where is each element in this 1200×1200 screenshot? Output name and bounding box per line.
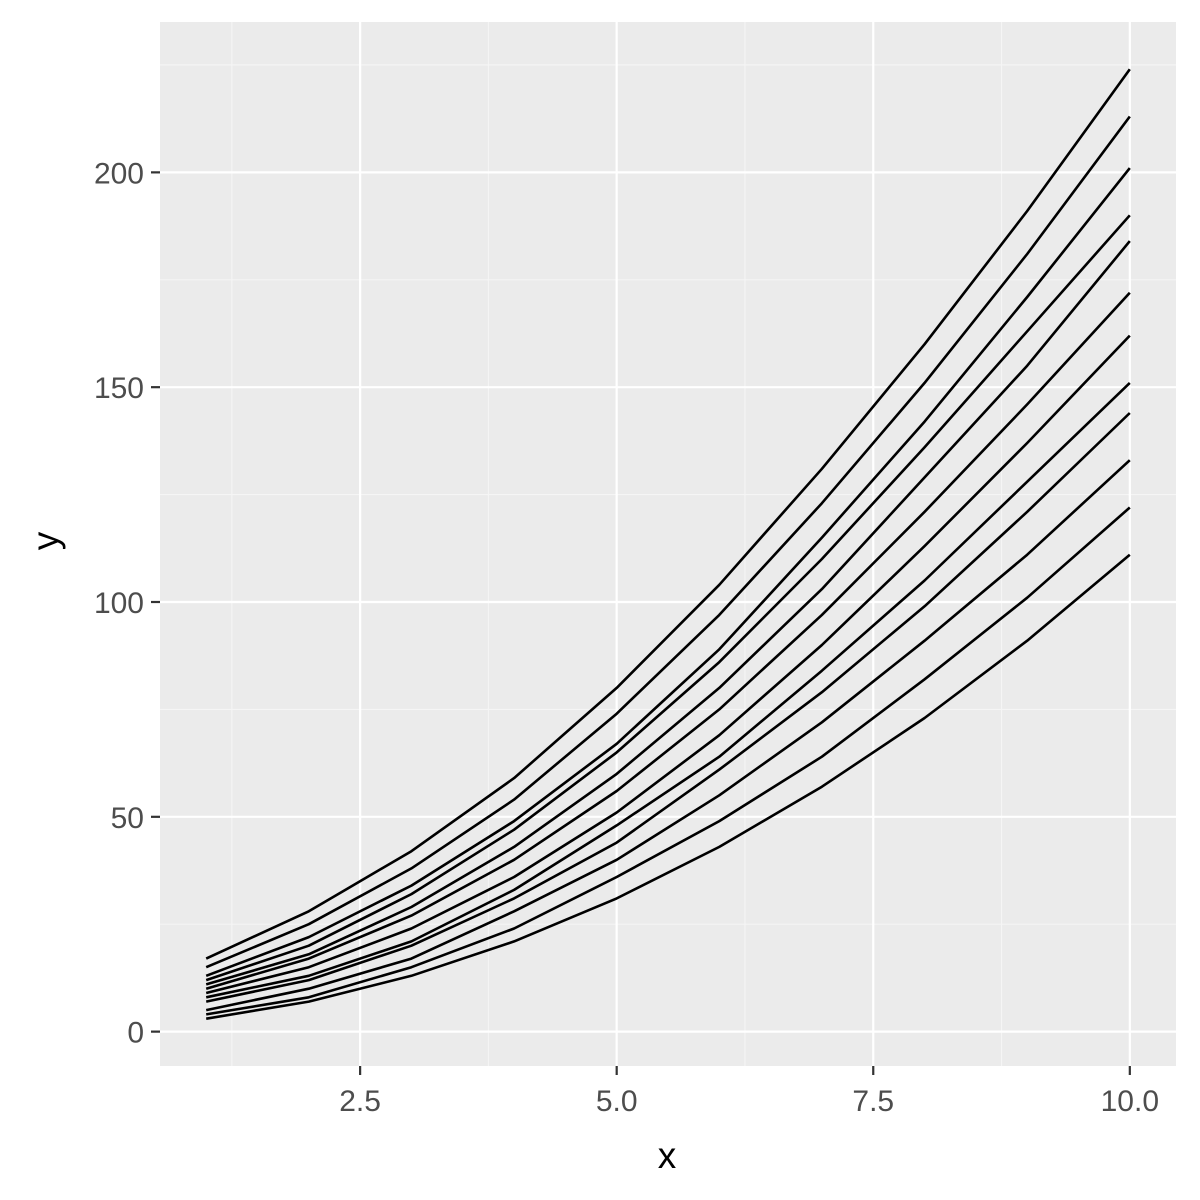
y-tick-label: 50: [111, 802, 144, 835]
x-tick-label: 2.5: [339, 1085, 381, 1118]
series-line-5: [205, 381, 1131, 999]
series-line-9: [205, 214, 1131, 982]
y-axis-title: y: [25, 531, 66, 550]
x-axis-ticks: 2.5 5.0 7.5 10.0: [339, 1066, 1159, 1118]
series-line-7: [205, 291, 1131, 990]
series-line-8: [205, 240, 1131, 986]
minor-gridlines: [160, 22, 1176, 1066]
x-tick-label: 7.5: [852, 1085, 894, 1118]
series-line-10: [205, 167, 1131, 978]
series-lines: [205, 68, 1131, 1020]
y-axis-ticks: 0 50 100 150 200: [94, 157, 160, 1050]
series-line-6: [205, 334, 1131, 995]
series-line-4: [205, 412, 1131, 1003]
series-line-12: [205, 68, 1131, 960]
series-line-2: [205, 506, 1131, 1016]
plot-panel: [160, 22, 1176, 1066]
y-tick-label: 200: [94, 157, 144, 190]
x-axis-title: x: [658, 1135, 677, 1176]
y-tick-label: 150: [94, 372, 144, 405]
y-tick-label: 0: [127, 1017, 144, 1050]
y-tick-label: 100: [94, 587, 144, 620]
series-line-11: [205, 115, 1131, 969]
x-tick-label: 5.0: [596, 1085, 638, 1118]
series-line-1: [205, 553, 1131, 1020]
series-line-3: [205, 459, 1131, 1012]
x-tick-label: 10.0: [1101, 1085, 1159, 1118]
major-gridlines: [160, 22, 1176, 1066]
